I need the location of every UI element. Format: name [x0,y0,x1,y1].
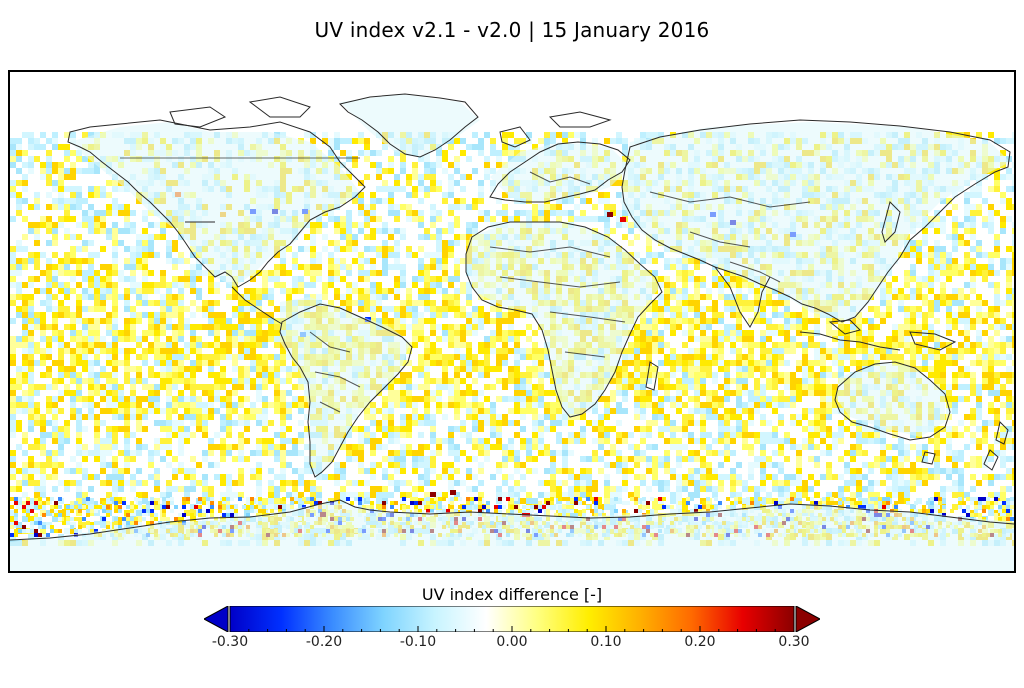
colorbar-label: UV index difference [-] [421,585,603,604]
colorbar-tick-label: -0.10 [399,634,437,650]
colorbar-tick-label: -0.30 [211,634,249,650]
world-map [8,70,1016,573]
colorbar-tick-label: 0.20 [684,634,716,650]
map-title: UV index v2.1 - v2.0 | 15 January 2016 [314,18,710,42]
colorbar-max-arrow [795,606,820,632]
colorbar-tick-label: -0.20 [305,634,343,650]
colorbar-tick-label: 0.30 [778,634,810,650]
colorbar-min-arrow [204,606,229,632]
coastlines [10,93,1014,541]
colorbar-tick-label: 0.10 [590,634,622,650]
colorbar-tick-label: 0.00 [496,634,528,650]
colorbar [204,606,820,632]
map-canvas [10,93,1014,571]
